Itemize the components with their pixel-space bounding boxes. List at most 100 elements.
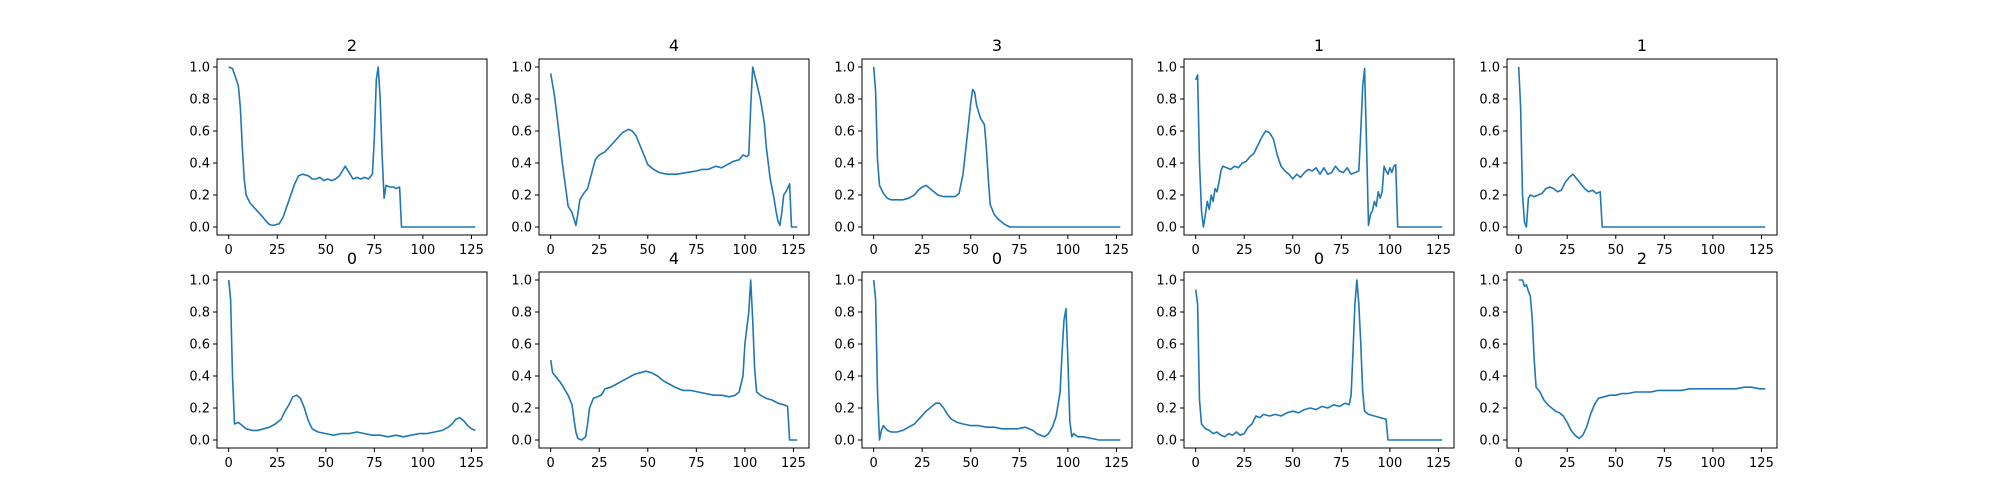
y-tick-label: 0.2: [1156, 402, 1177, 417]
x-tick-label: 25: [1559, 243, 1576, 258]
axes-frame: [216, 271, 488, 449]
x-tick-label: 125: [1104, 456, 1129, 471]
y-tick-label: 0.8: [189, 93, 210, 108]
x-tick-label: 125: [781, 243, 806, 258]
y-tick-label: 0.2: [1479, 402, 1500, 417]
y-tick-label: 0.6: [189, 125, 210, 140]
y-tick-label: 0.8: [1479, 306, 1500, 321]
y-tick-label: 1.0: [834, 61, 855, 76]
x-tick-label: 125: [1426, 456, 1451, 471]
series-line: [1194, 279, 1443, 441]
y-tick-label: 0.8: [511, 93, 532, 108]
x-tick-label: 125: [781, 456, 806, 471]
y-tick-label: 0.0: [1156, 221, 1177, 236]
x-tick-label: 0: [225, 456, 233, 471]
x-tick-label: 0: [547, 243, 555, 258]
y-tick-label: 0.6: [1156, 338, 1177, 353]
panel-title: 0: [992, 249, 1002, 268]
panel-5: 0 25 50 75 100 125 0.0 0.2 0.4 0.6 0.8 1.0 0: [189, 249, 488, 471]
axes-frame: [861, 58, 1133, 236]
y-tick-label: 0.8: [189, 306, 210, 321]
panel-6: 0 25 50 75 100 125 0.0 0.2 0.4 0.6 0.8 1.0 4: [511, 249, 810, 471]
x-tick-label: 125: [459, 243, 484, 258]
x-tick-label: 50: [318, 243, 335, 258]
x-tick-label: 0: [225, 243, 233, 258]
series-line: [872, 66, 1121, 228]
y-tick-label: 0.2: [834, 402, 855, 417]
y-tick-label: 0.6: [834, 338, 855, 353]
panel-title: 0: [1314, 249, 1324, 268]
y-tick-label: 0.4: [1156, 157, 1177, 172]
x-tick-label: 25: [1236, 456, 1253, 471]
x-tick-label: 25: [591, 243, 608, 258]
x-tick-label: 50: [1285, 456, 1302, 471]
y-tick-label: 1.0: [189, 61, 210, 76]
y-tick-label: 0.0: [834, 221, 855, 236]
x-tick-label: 25: [1559, 456, 1576, 471]
y-tick-label: 1.0: [1479, 274, 1500, 289]
panel-1: 0 25 50 75 100 125 0.0 0.2 0.4 0.6 0.8 1.0 4: [511, 36, 810, 258]
x-tick-label: 25: [591, 456, 608, 471]
x-tick-label: 75: [688, 456, 705, 471]
y-tick-label: 0.6: [834, 125, 855, 140]
axes-frame: [538, 58, 810, 236]
y-tick-label: 0.6: [1156, 125, 1177, 140]
x-tick-label: 25: [1236, 243, 1253, 258]
y-tick-label: 0.4: [511, 370, 532, 385]
x-tick-label: 125: [459, 456, 484, 471]
y-tick-label: 0.4: [511, 157, 532, 172]
x-tick-label: 100: [410, 456, 435, 471]
x-tick-label: 50: [1608, 456, 1625, 471]
series-line: [549, 279, 798, 441]
series-line: [1517, 66, 1766, 228]
x-tick-label: 0: [1515, 243, 1523, 258]
panel-title: 2: [1637, 249, 1647, 268]
series-line: [228, 66, 476, 228]
y-tick-label: 0.2: [834, 189, 855, 204]
y-tick-label: 1.0: [1156, 274, 1177, 289]
panel-title: 2: [347, 36, 357, 55]
y-tick-label: 0.2: [189, 402, 210, 417]
y-tick-label: 0.6: [189, 338, 210, 353]
panel-3: 0 25 50 75 100 125 0.0 0.2 0.4 0.6 0.8 1.0 1: [1156, 36, 1455, 258]
x-tick-label: 75: [1333, 243, 1350, 258]
x-tick-label: 100: [1377, 456, 1402, 471]
x-tick-label: 75: [366, 243, 383, 258]
series-line: [549, 66, 798, 228]
x-tick-label: 50: [963, 243, 980, 258]
panel-title: 4: [669, 249, 679, 268]
y-tick-label: 0.4: [834, 157, 855, 172]
y-tick-label: 0.8: [1479, 93, 1500, 108]
x-tick-label: 75: [1011, 243, 1028, 258]
panel-title: 0: [347, 249, 357, 268]
axes-frame: [538, 271, 810, 449]
x-tick-label: 75: [1333, 456, 1350, 471]
panel-0: 0 25 50 75 100 125 0.0 0.2 0.4 0.6 0.8 1.0 2: [189, 36, 488, 258]
x-tick-label: 25: [269, 243, 286, 258]
x-tick-label: 100: [410, 243, 435, 258]
y-tick-label: 1.0: [1479, 61, 1500, 76]
panel-8: 0 25 50 75 100 125 0.0 0.2 0.4 0.6 0.8 1.0 0: [1156, 249, 1455, 471]
x-tick-label: 100: [732, 456, 757, 471]
y-tick-label: 1.0: [1156, 61, 1177, 76]
y-tick-label: 0.4: [189, 157, 210, 172]
panel-4: 0 25 50 75 100 125 0.0 0.2 0.4 0.6 0.8 1.0 1: [1479, 36, 1778, 258]
y-tick-label: 0.6: [1479, 125, 1500, 140]
y-tick-label: 0.8: [511, 306, 532, 321]
x-tick-label: 125: [1426, 243, 1451, 258]
x-tick-label: 100: [1700, 243, 1725, 258]
y-tick-label: 0.8: [834, 306, 855, 321]
x-tick-label: 100: [1055, 243, 1080, 258]
y-tick-label: 0.0: [834, 434, 855, 449]
x-tick-label: 50: [640, 243, 657, 258]
y-tick-label: 0.4: [834, 370, 855, 385]
x-tick-label: 0: [1192, 456, 1200, 471]
axes-frame: [861, 271, 1133, 449]
x-tick-label: 75: [1011, 456, 1028, 471]
axes-frame: [1506, 271, 1778, 449]
series-line: [872, 279, 1121, 441]
y-tick-label: 0.0: [189, 221, 210, 236]
y-tick-label: 1.0: [511, 61, 532, 76]
y-tick-label: 0.2: [1479, 189, 1500, 204]
